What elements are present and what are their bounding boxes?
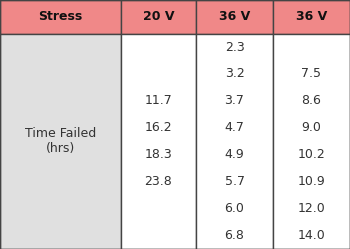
Bar (0, 34, 121, 249)
Text: 2.3: 2.3 (225, 41, 244, 54)
Bar (121, 34, 196, 249)
Text: 4.7: 4.7 (225, 121, 244, 134)
Text: Stress: Stress (38, 10, 83, 23)
Text: 6.0: 6.0 (225, 202, 244, 215)
Text: 14.0: 14.0 (298, 229, 326, 242)
Bar (196, 0, 273, 34)
Text: 3.2: 3.2 (225, 67, 244, 80)
Text: 11.7: 11.7 (145, 94, 172, 107)
Text: 7.5: 7.5 (301, 67, 322, 80)
Text: 12.0: 12.0 (298, 202, 326, 215)
Bar (121, 0, 196, 34)
Bar (0, 0, 121, 34)
Text: 18.3: 18.3 (145, 148, 172, 161)
Text: 10.2: 10.2 (298, 148, 326, 161)
Bar (196, 34, 273, 249)
Text: 23.8: 23.8 (145, 175, 172, 188)
Text: 20 V: 20 V (143, 10, 174, 23)
Bar (273, 0, 350, 34)
Text: 3.7: 3.7 (225, 94, 244, 107)
Text: 5.7: 5.7 (224, 175, 245, 188)
Bar (273, 34, 350, 249)
Text: 16.2: 16.2 (145, 121, 172, 134)
Text: 36 V: 36 V (296, 10, 327, 23)
Text: 9.0: 9.0 (302, 121, 321, 134)
Text: 4.9: 4.9 (225, 148, 244, 161)
Text: 8.6: 8.6 (302, 94, 321, 107)
Text: 36 V: 36 V (219, 10, 250, 23)
Text: 6.8: 6.8 (225, 229, 244, 242)
Text: Time Failed
(hrs): Time Failed (hrs) (25, 127, 96, 155)
Text: 10.9: 10.9 (298, 175, 326, 188)
